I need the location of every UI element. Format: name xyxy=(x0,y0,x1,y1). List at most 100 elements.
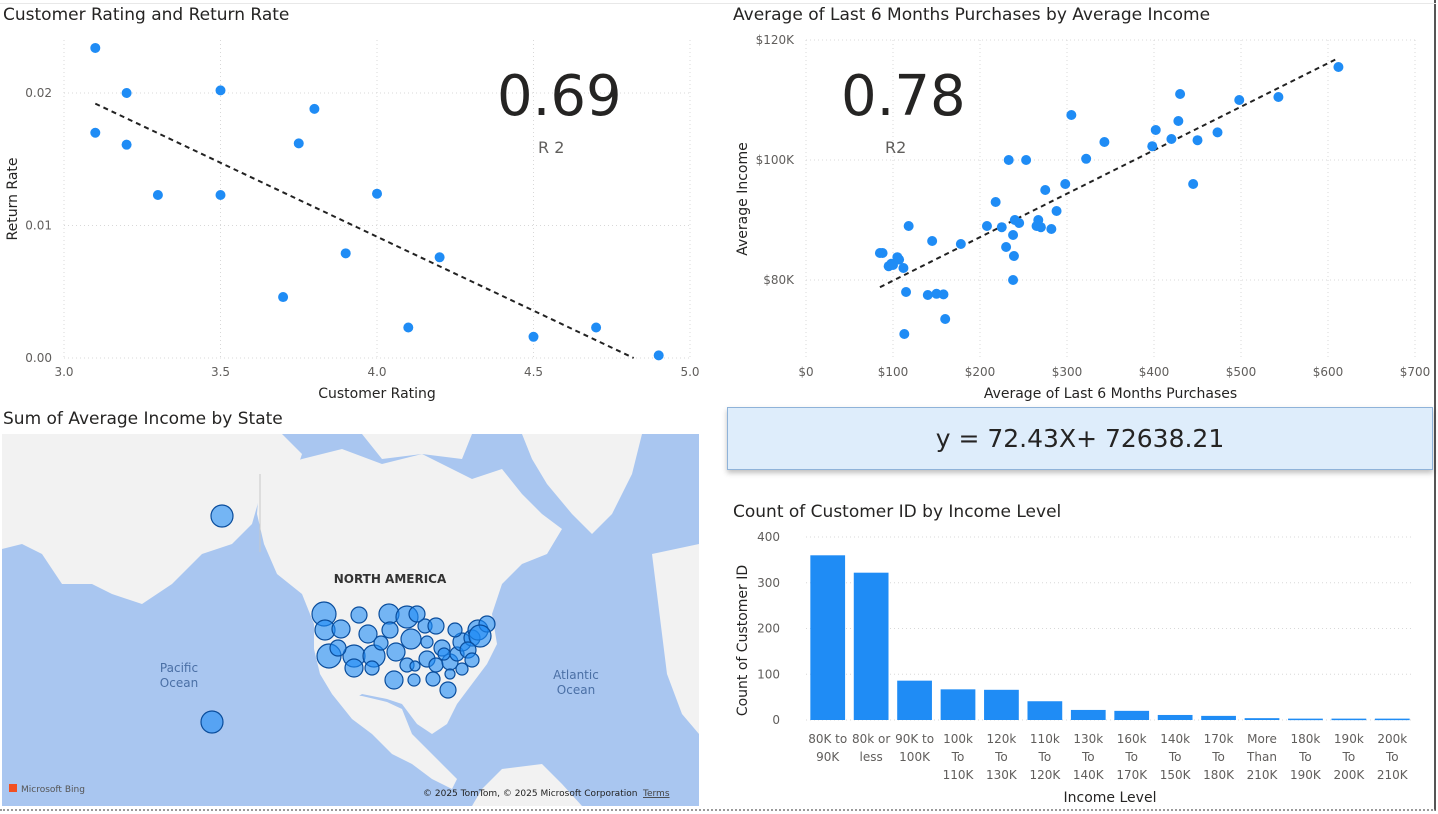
state-bubble xyxy=(200,710,224,734)
x-tick-label: To xyxy=(1124,750,1138,764)
map-copyright: © 2025 TomTom, © 2025 Microsoft Corporat… xyxy=(423,789,637,799)
bar xyxy=(984,689,1019,720)
scatter1-chart[interactable]: 0.00 0.01 0.02 3.0 3.5 4.0 4.5 5.0 Customer Rati… xyxy=(0,28,710,404)
data-point xyxy=(901,287,912,297)
x-tick-label: 180k xyxy=(1290,732,1320,746)
map-terms-link[interactable]: Terms xyxy=(642,789,670,799)
data-point xyxy=(152,190,163,201)
y-tick-label: $100K xyxy=(756,153,796,167)
scatter2-chart[interactable]: $80K $100K $120K $0 $100 $200 $300 $400 $500 $600… xyxy=(720,28,1436,404)
state-bubble xyxy=(329,639,347,657)
data-point xyxy=(372,188,382,199)
data-point xyxy=(1060,179,1071,189)
data-point xyxy=(293,138,304,149)
x-tick-label: less xyxy=(860,750,883,764)
state-bubble xyxy=(381,621,399,639)
scatter2-title: Average of Last 6 Months Purchases by Av… xyxy=(733,5,1211,25)
data-point xyxy=(591,322,602,333)
x-tick-label: To xyxy=(1168,750,1182,764)
state-bubble xyxy=(428,657,444,673)
x-tick-label: To xyxy=(951,750,965,764)
data-point xyxy=(1234,95,1245,105)
bar-chart[interactable]: 0 100 200 300 400 80K to 90K 80k or less 90K to 10… xyxy=(720,525,1436,810)
south-america-land xyxy=(472,764,582,806)
data-point xyxy=(340,248,351,259)
bing-logo-text: Microsoft Bing xyxy=(21,785,85,795)
x-tick-label: 130K xyxy=(986,768,1018,782)
x-tick-label: $400 xyxy=(1139,365,1170,379)
x-tick-label: 80k or xyxy=(852,732,890,746)
state-bubble xyxy=(331,619,351,639)
data-point xyxy=(1001,242,1012,252)
x-tick-label: 160k xyxy=(1117,732,1147,746)
x-tick-label: Than xyxy=(1246,750,1277,764)
arctic-islands xyxy=(362,434,472,459)
atlantic-label-line2: Ocean xyxy=(557,683,595,697)
data-point xyxy=(1014,218,1025,228)
x-tick-label: 3.0 xyxy=(54,365,73,379)
y-tick-label: 0.02 xyxy=(25,86,52,100)
data-point xyxy=(1003,155,1014,165)
data-point xyxy=(215,85,226,96)
x-tick-label: 200K xyxy=(1333,768,1365,782)
state-bubble xyxy=(420,635,434,649)
x-tick-label: 110k xyxy=(1030,732,1060,746)
x-tick-label: 100K xyxy=(899,750,931,764)
bar xyxy=(1070,709,1106,720)
bar xyxy=(1201,715,1236,720)
x-tick-label: 90K to xyxy=(895,732,934,746)
data-point xyxy=(927,236,938,246)
state-bubble xyxy=(455,662,469,676)
x-tick-label: 90K xyxy=(816,750,840,764)
data-point xyxy=(1046,224,1057,234)
state-bubble xyxy=(350,606,368,624)
x-tick-label: 140K xyxy=(1073,768,1105,782)
data-point xyxy=(1333,62,1344,72)
data-point xyxy=(877,248,888,258)
y-tick-label: $80K xyxy=(763,273,795,287)
data-point xyxy=(121,88,132,98)
y-tick-label: $120K xyxy=(756,33,796,47)
data-point xyxy=(1099,137,1110,147)
x-tick-label: $300 xyxy=(1052,365,1083,379)
x-tick-label: To xyxy=(1385,750,1399,764)
regression-equation: y = 72.43X+ 72638.21 xyxy=(935,424,1225,453)
y-tick-label: 0.01 xyxy=(25,219,52,233)
scatter1-kpi-value: 0.69 xyxy=(497,64,622,129)
trendline xyxy=(94,102,635,359)
data-point xyxy=(1188,179,1199,189)
state-bubble xyxy=(447,622,463,638)
data-point xyxy=(90,42,101,53)
x-tick-label: 180K xyxy=(1203,768,1235,782)
bar xyxy=(1244,718,1280,720)
scatter2-kpi-label: R2 xyxy=(885,138,907,157)
pacific-label-line1: Pacific xyxy=(160,661,198,675)
greenland xyxy=(522,434,642,534)
data-point xyxy=(1066,110,1077,120)
state-bubble xyxy=(409,660,421,672)
data-point xyxy=(278,292,289,303)
x-axis-label: Income Level xyxy=(1064,790,1157,806)
data-point xyxy=(996,222,1007,233)
state-bubble xyxy=(464,652,480,668)
state-bubble xyxy=(444,668,456,680)
state-bubble xyxy=(384,670,404,690)
state-bubble xyxy=(408,605,426,623)
scatter1-title: Customer Rating and Return Rate xyxy=(3,5,290,25)
state-income-map[interactable]: NORTH AMERICA Pacific Ocean Atlantic Oce… xyxy=(2,434,699,806)
data-point xyxy=(309,103,320,114)
data-point xyxy=(938,289,949,300)
state-bubble xyxy=(386,642,406,662)
map-canvas[interactable]: NORTH AMERICA Pacific Ocean Atlantic Oce… xyxy=(2,434,699,806)
data-point xyxy=(403,322,414,333)
x-tick-label: $600 xyxy=(1313,365,1344,379)
data-point xyxy=(1021,155,1032,165)
x-tick-label: 80K to xyxy=(808,732,847,746)
x-tick-label: 150K xyxy=(1160,768,1192,782)
x-tick-label: 100k xyxy=(943,732,973,746)
state-bubble xyxy=(468,624,492,648)
y-tick-label: 0 xyxy=(772,713,780,727)
y-axis-label: Return Rate xyxy=(5,157,21,240)
state-bubble xyxy=(344,658,364,678)
state-bubbles[interactable] xyxy=(200,504,496,734)
